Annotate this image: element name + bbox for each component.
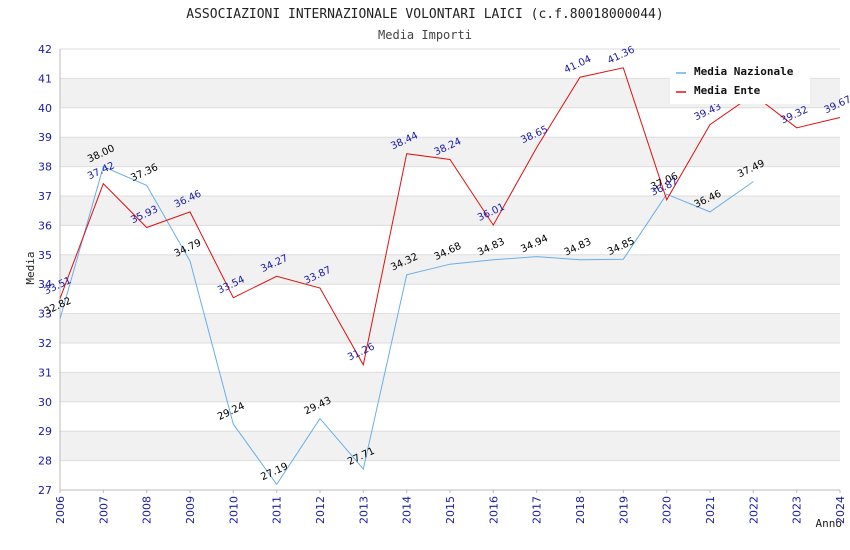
y-tick-label: 29 — [38, 425, 52, 438]
legend-box — [670, 62, 810, 104]
y-tick-label: 27 — [38, 484, 52, 497]
data-label: 27.19 — [259, 461, 290, 483]
legend: Media Nazionale Media Ente — [670, 62, 810, 104]
x-tick-label: 2018 — [574, 496, 587, 524]
x-axis-label: Anno — [816, 517, 843, 530]
y-tick-label: 28 — [38, 455, 52, 468]
legend-label-media-ente: Media Ente — [694, 84, 761, 97]
grid-band — [60, 372, 840, 402]
x-tick-label: 2012 — [314, 496, 327, 524]
y-tick-label: 30 — [38, 396, 52, 409]
data-label: 29.24 — [216, 401, 247, 423]
chart-title: ASSOCIAZIONI INTERNAZIONALE VOLONTARI LA… — [186, 7, 663, 22]
grid-band — [60, 254, 840, 285]
x-tick-label: 2008 — [141, 496, 154, 524]
x-tick-label: 2017 — [531, 496, 544, 524]
grid-band — [60, 196, 840, 226]
y-tick-label: 33 — [38, 308, 52, 321]
x-tick-label: 2007 — [97, 496, 110, 524]
grid-band — [60, 431, 840, 461]
grid-bands — [60, 78, 840, 461]
data-label: 41.36 — [606, 44, 637, 66]
y-tick-label: 38 — [38, 161, 52, 174]
series-line-media-nazionale — [59, 165, 754, 486]
series-line-media-ente — [59, 67, 841, 367]
y-tick-label: 42 — [38, 43, 52, 56]
x-tick-label: 2020 — [661, 496, 674, 524]
x-tick-label: 2016 — [487, 496, 500, 524]
x-tick-label: 2013 — [357, 496, 370, 524]
x-tick-label: 2019 — [617, 496, 630, 524]
data-label: 41.04 — [563, 54, 594, 76]
y-tick-label: 40 — [38, 102, 52, 115]
chart-subtitle: Media Importi — [378, 28, 472, 42]
y-tick-label: 34 — [38, 278, 52, 291]
x-tick-label: 2022 — [747, 496, 760, 524]
x-tick-label: 2021 — [704, 496, 717, 524]
x-tick-label: 2011 — [271, 496, 284, 524]
x-tick-label: 2009 — [184, 496, 197, 524]
x-axis-ticks: 2006 2007 2008 2009 2010 2011 2012 2013 2014 2015… — [54, 490, 847, 524]
y-tick-label: 41 — [38, 72, 52, 85]
y-tick-label: 39 — [38, 131, 52, 144]
data-label: 34.94 — [519, 233, 550, 255]
grid-band — [60, 137, 840, 167]
y-tick-label: 32 — [38, 337, 52, 350]
y-axis-label: Media — [24, 251, 37, 284]
x-tick-label: 2010 — [227, 496, 240, 524]
y-tick-label: 35 — [38, 249, 52, 262]
legend-label-media-nazionale: Media Nazionale — [694, 65, 794, 78]
x-tick-label: 2006 — [54, 496, 67, 524]
y-tick-label: 36 — [38, 219, 52, 232]
y-axis-ticks: 27 28 29 30 31 32 33 34 35 36 37 38 39 40 41 42 — [38, 43, 52, 497]
y-tick-label: 31 — [38, 366, 52, 379]
x-tick-label: 2014 — [401, 496, 414, 524]
y-tick-label: 37 — [38, 190, 52, 203]
x-tick-label: 2015 — [444, 496, 457, 524]
x-tick-label: 2023 — [791, 496, 804, 524]
x-tick-label: 2024 — [834, 496, 847, 524]
series-lines — [59, 67, 841, 486]
grid-band — [60, 313, 840, 343]
